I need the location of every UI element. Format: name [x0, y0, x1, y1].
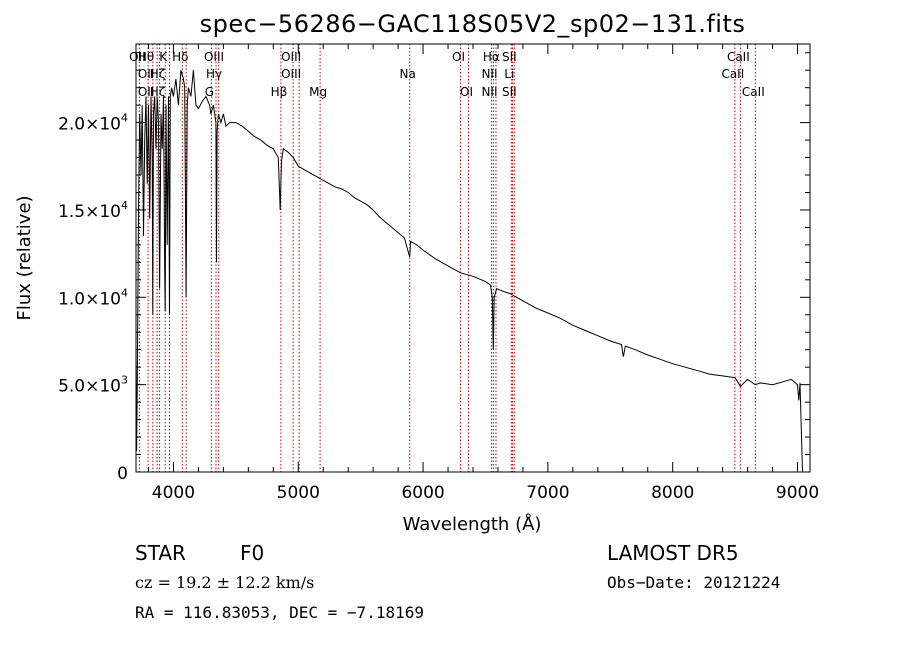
object-class: STAR [135, 541, 186, 565]
y-tick-label: 1.5×104 [58, 199, 128, 222]
y-tick-label: 1.0×104 [58, 286, 128, 309]
marker-label: Hβ [271, 85, 288, 99]
x-tick-label: 9000 [776, 483, 819, 503]
y-tick-exponent: 4 [121, 112, 128, 125]
y-tick-exponent: 4 [121, 199, 128, 212]
y-axis-label: Flux (relative) [14, 195, 35, 320]
y-tick-label: 5.0×103 [58, 374, 128, 397]
chart-title: spec−56286−GAC118S05V2_sp02−131.fits [199, 10, 746, 38]
marker-label: K [159, 50, 168, 64]
marker-label: CaII [727, 50, 750, 64]
spectrum-series [135, 70, 803, 473]
marker-label: OIII [281, 50, 301, 64]
y-tick-exponent: 3 [121, 374, 128, 387]
marker-label: OIII [204, 50, 224, 64]
object-subclass: F0 [240, 541, 265, 565]
marker-label: Hζ [150, 67, 166, 81]
marker-label: NII [481, 67, 497, 81]
marker-label: Li [504, 67, 514, 81]
marker-label: OI [452, 50, 465, 64]
marker-label: Hζ [150, 85, 166, 99]
survey-name: LAMOST DR5 [607, 541, 739, 565]
marker-label: OII [138, 85, 155, 99]
marker-label: G [205, 85, 214, 99]
y-tick-exponent: 4 [121, 286, 128, 299]
x-tick-label: 7000 [526, 483, 569, 503]
redshift-info: cz = 19.2 ± 12.2 km/s [135, 573, 315, 592]
marker-label: Hθ [138, 50, 154, 64]
spectrum-line-0 [135, 70, 803, 473]
x-tick-label: 8000 [651, 483, 694, 503]
plot-frame [135, 43, 811, 473]
marker-label: Hγ [206, 67, 222, 81]
x-tick-label: 6000 [401, 483, 444, 503]
line-markers [138, 44, 756, 472]
marker-label: OII [129, 50, 146, 64]
marker-label: Mg [309, 85, 327, 99]
x-axis-label: Wavelength (Å) [403, 513, 542, 535]
marker-label: CaII [742, 85, 765, 99]
marker-label: Hδ [172, 50, 188, 64]
marker-label: Hα [483, 50, 500, 64]
marker-label: OI [460, 85, 473, 99]
x-tick-label: 5000 [277, 483, 320, 503]
marker-label: CaII [721, 67, 744, 81]
coordinates: RA = 116.83053, DEC = −7.18169 [135, 603, 424, 622]
marker-label: NII [481, 85, 497, 99]
marker-label: SII [502, 50, 517, 64]
y-tick-label: 0 [117, 464, 128, 484]
marker-label: OII [138, 67, 155, 81]
marker-label: Na [400, 67, 416, 81]
x-axis: 4000 5000 6000 7000 8000 9000 [147, 44, 819, 503]
x-tick-label: 4000 [152, 483, 195, 503]
marker-label: SII [502, 85, 517, 99]
y-axis: 0 5.0×103 1.0×104 1.5×104 2.0×104 [58, 52, 810, 484]
y-tick-label: 2.0×104 [58, 112, 128, 135]
marker-label: OIII [281, 67, 301, 81]
observation-date: Obs−Date: 20121224 [607, 573, 781, 592]
